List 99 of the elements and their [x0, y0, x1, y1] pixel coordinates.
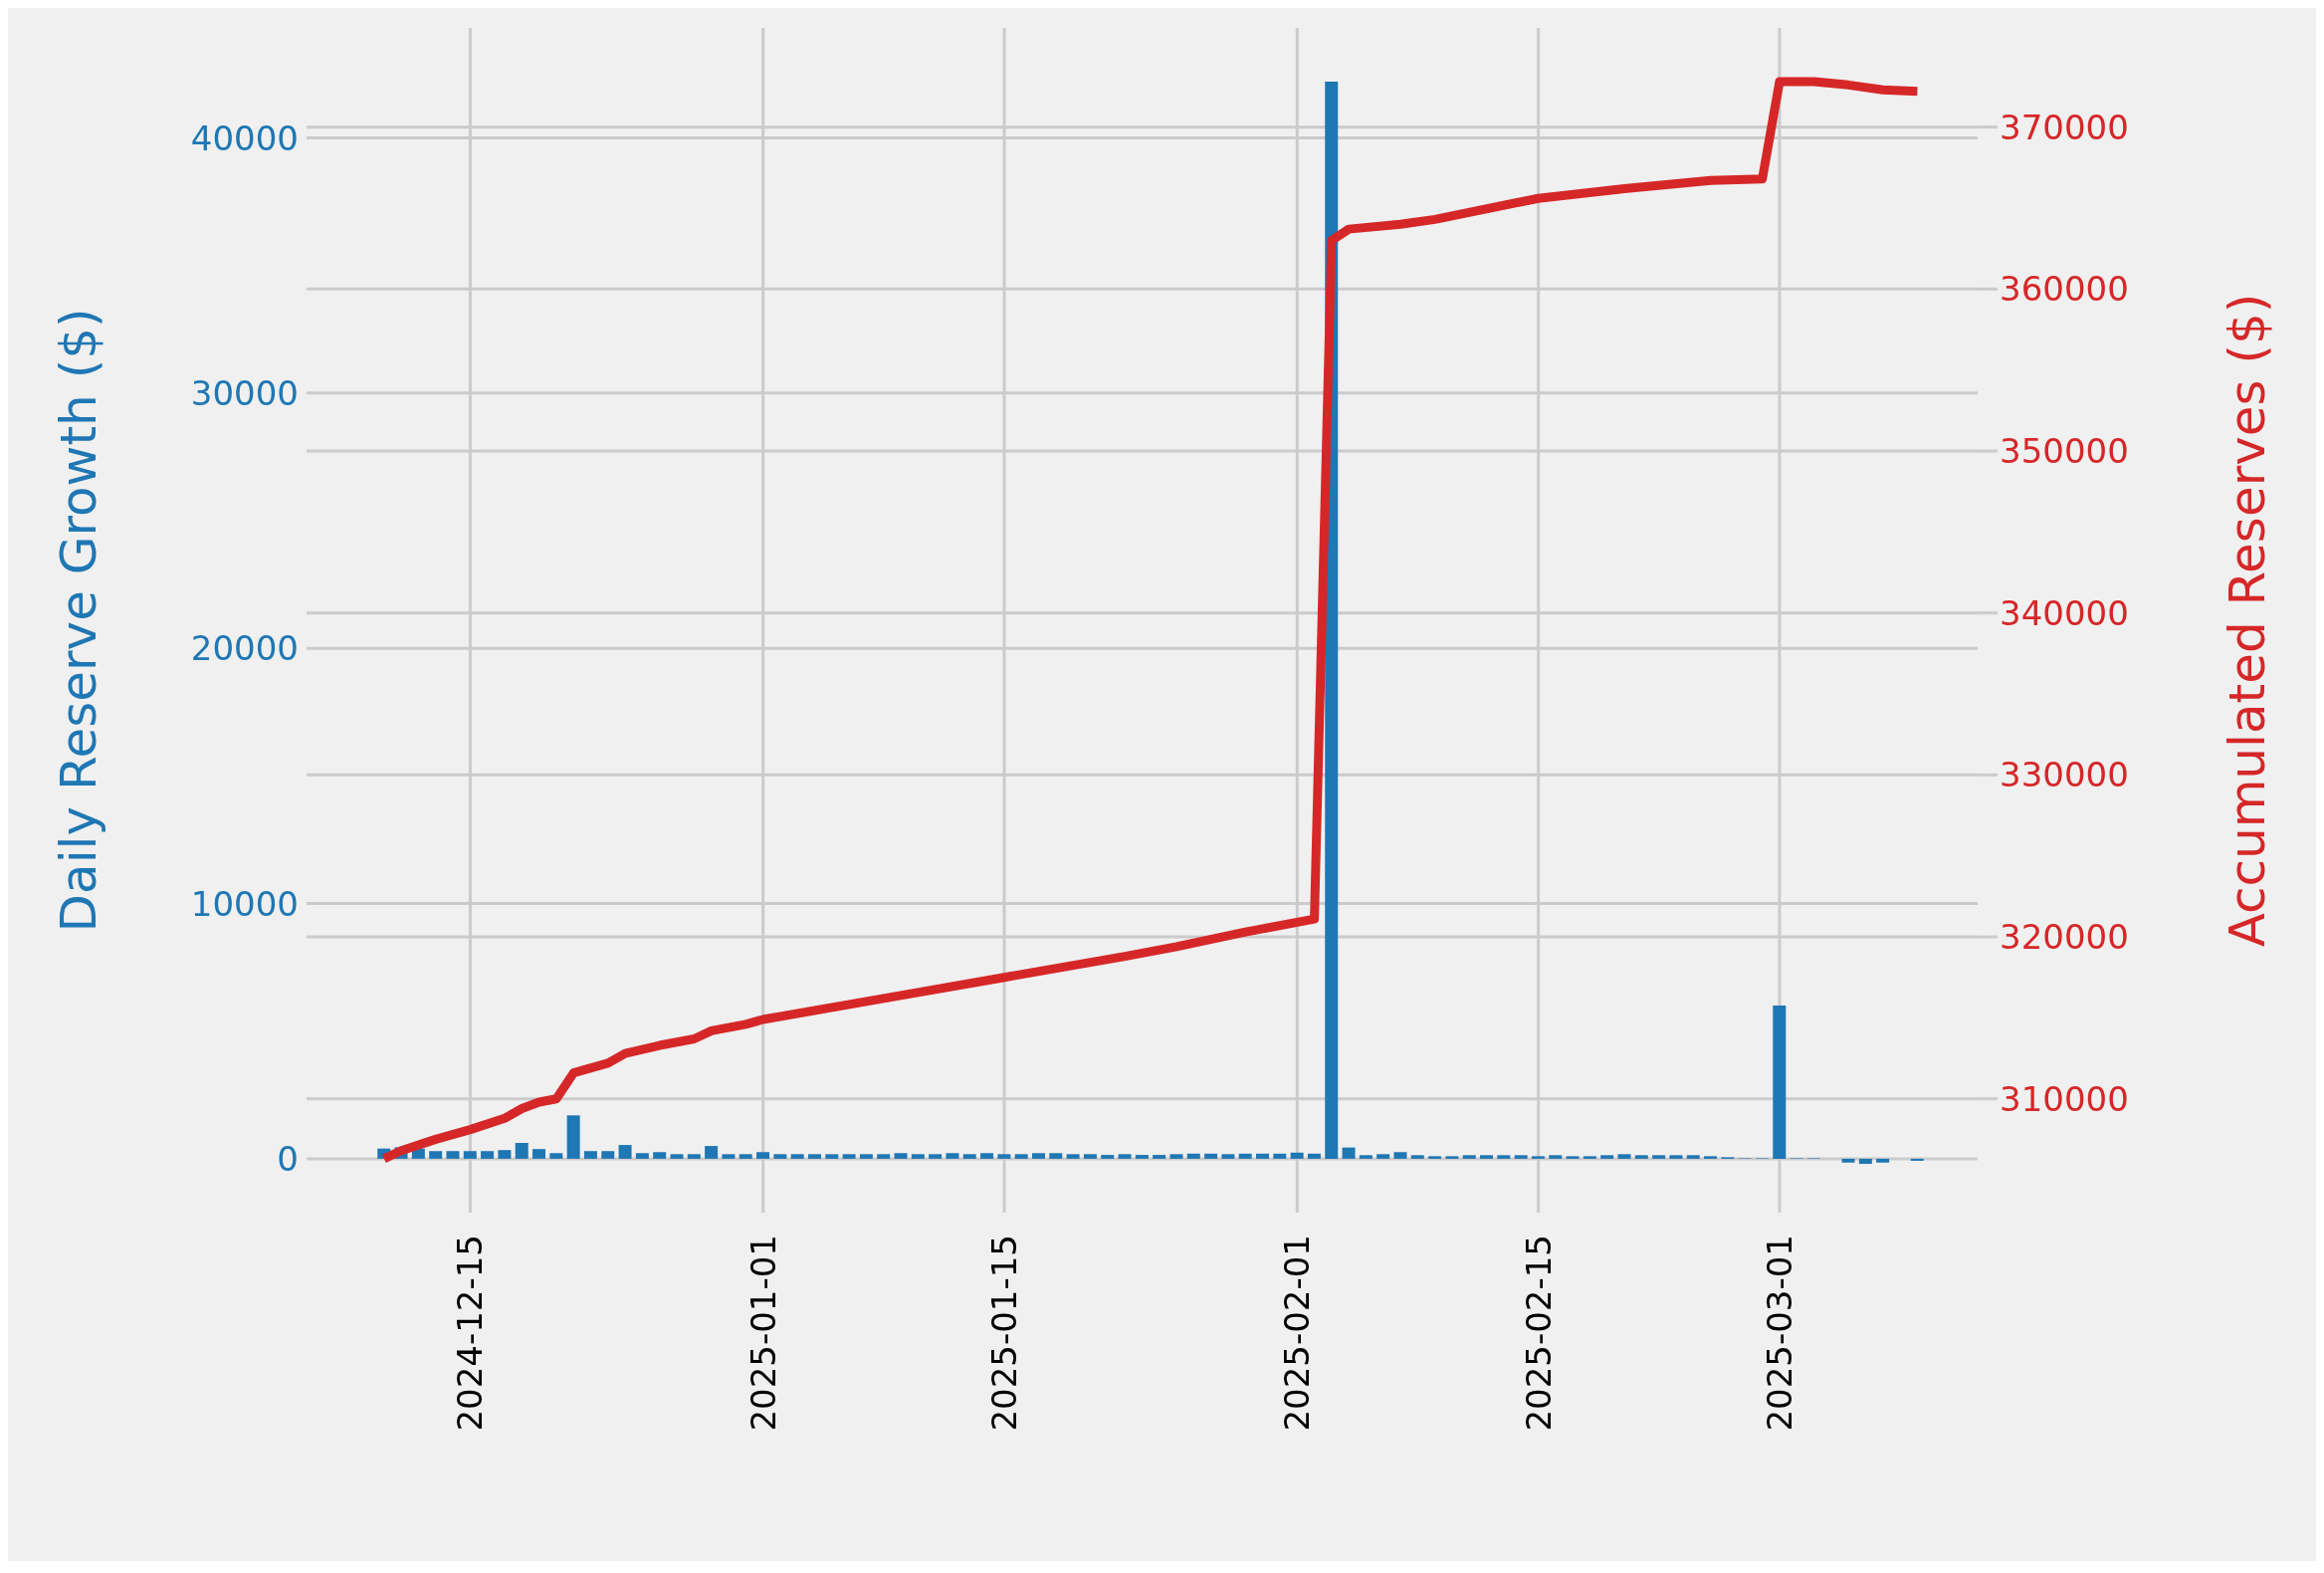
bar: [653, 1152, 667, 1159]
bar: [1135, 1155, 1149, 1159]
bar: [1445, 1156, 1459, 1159]
bar: [1531, 1156, 1545, 1159]
bar: [1014, 1154, 1028, 1159]
bar: [670, 1154, 684, 1159]
bar: [1238, 1153, 1252, 1159]
bar: [618, 1145, 632, 1159]
bar: [566, 1115, 580, 1159]
bar: [1617, 1154, 1631, 1159]
bar: [1686, 1155, 1700, 1159]
x-tick-label: 2025-01-15: [984, 1235, 1025, 1432]
x-tick-label: 2025-02-01: [1277, 1235, 1318, 1432]
bar: [1428, 1156, 1442, 1159]
bar: [1393, 1152, 1407, 1159]
bar: [635, 1153, 649, 1159]
bar: [1153, 1155, 1166, 1159]
bar: [877, 1154, 891, 1159]
bar: [1359, 1155, 1373, 1159]
bar: [1273, 1153, 1287, 1159]
bar: [1583, 1156, 1596, 1159]
y-tick-label: 40000: [190, 117, 299, 158]
bar: [1600, 1155, 1614, 1159]
y-axis-title: Daily Reserve Growth ($): [49, 308, 107, 933]
bar: [1497, 1155, 1511, 1159]
bar: [429, 1151, 443, 1159]
bar: [980, 1153, 994, 1159]
bar: [1066, 1154, 1080, 1159]
bar: [1841, 1158, 1855, 1163]
bar: [1101, 1155, 1115, 1159]
bar: [1221, 1154, 1235, 1159]
bar: [601, 1151, 615, 1159]
bar: [1910, 1158, 1924, 1161]
y-tick-label: 0: [277, 1138, 299, 1179]
bar: [1049, 1153, 1063, 1159]
y-tick-label: 10000: [190, 883, 299, 924]
bar: [1773, 1006, 1787, 1159]
bar: [1307, 1153, 1321, 1159]
x-tick-label: 2025-03-01: [1759, 1235, 1799, 1432]
bar: [1256, 1153, 1270, 1159]
bar: [1290, 1152, 1304, 1159]
y2-tick-label: 310000: [2000, 1078, 2129, 1119]
bar: [532, 1149, 546, 1159]
bar: [859, 1154, 873, 1159]
bar: [1462, 1155, 1476, 1159]
bar: [1169, 1154, 1183, 1159]
bar: [773, 1154, 787, 1159]
y2-axis-title: Accumulated Reserves ($): [2218, 293, 2276, 948]
bar: [1342, 1147, 1356, 1159]
bar: [1083, 1154, 1097, 1159]
bar: [756, 1152, 770, 1159]
bar: [1549, 1155, 1563, 1159]
bar: [1858, 1158, 1872, 1165]
bar: [1118, 1154, 1132, 1159]
bar: [1480, 1155, 1494, 1159]
bar: [842, 1154, 856, 1159]
bar: [722, 1154, 736, 1159]
bar: [1186, 1153, 1200, 1159]
bar: [549, 1153, 563, 1159]
bar: [1634, 1155, 1648, 1159]
x-tick-label: 2025-02-15: [1518, 1235, 1559, 1432]
y2-tick-label: 350000: [2000, 431, 2129, 472]
x-tick-label: 2024-12-15: [450, 1235, 491, 1432]
bar: [1704, 1156, 1718, 1159]
bar: [894, 1153, 908, 1159]
bar: [1566, 1156, 1580, 1159]
bar: [911, 1154, 925, 1159]
bar: [962, 1154, 976, 1159]
y-tick-label: 20000: [190, 628, 299, 669]
bar: [446, 1151, 460, 1159]
bar: [1376, 1154, 1390, 1159]
bar: [1031, 1153, 1045, 1159]
bar: [687, 1154, 701, 1159]
bar: [1204, 1153, 1218, 1159]
bar: [825, 1154, 839, 1159]
bar: [1876, 1158, 1890, 1163]
bar: [1669, 1155, 1683, 1159]
bar: [929, 1154, 943, 1159]
bar: [481, 1151, 495, 1159]
bar: [1410, 1155, 1424, 1159]
bar: [515, 1143, 528, 1159]
x-tick-label: 2025-01-01: [742, 1235, 783, 1432]
y2-tick-label: 370000: [2000, 107, 2129, 147]
y2-tick-label: 330000: [2000, 755, 2129, 795]
bar: [790, 1154, 804, 1159]
y2-tick-label: 340000: [2000, 592, 2129, 633]
bar: [807, 1154, 821, 1159]
bar: [997, 1154, 1011, 1159]
y-tick-label: 30000: [190, 372, 299, 413]
y2-tick-label: 320000: [2000, 917, 2129, 958]
bar: [463, 1151, 477, 1159]
bar: [1514, 1155, 1528, 1159]
bar: [498, 1150, 512, 1159]
bar: [705, 1146, 719, 1159]
bar: [739, 1154, 752, 1159]
bar: [1652, 1155, 1666, 1159]
bar: [946, 1153, 959, 1159]
bar: [583, 1151, 597, 1159]
y2-tick-label: 360000: [2000, 269, 2129, 310]
